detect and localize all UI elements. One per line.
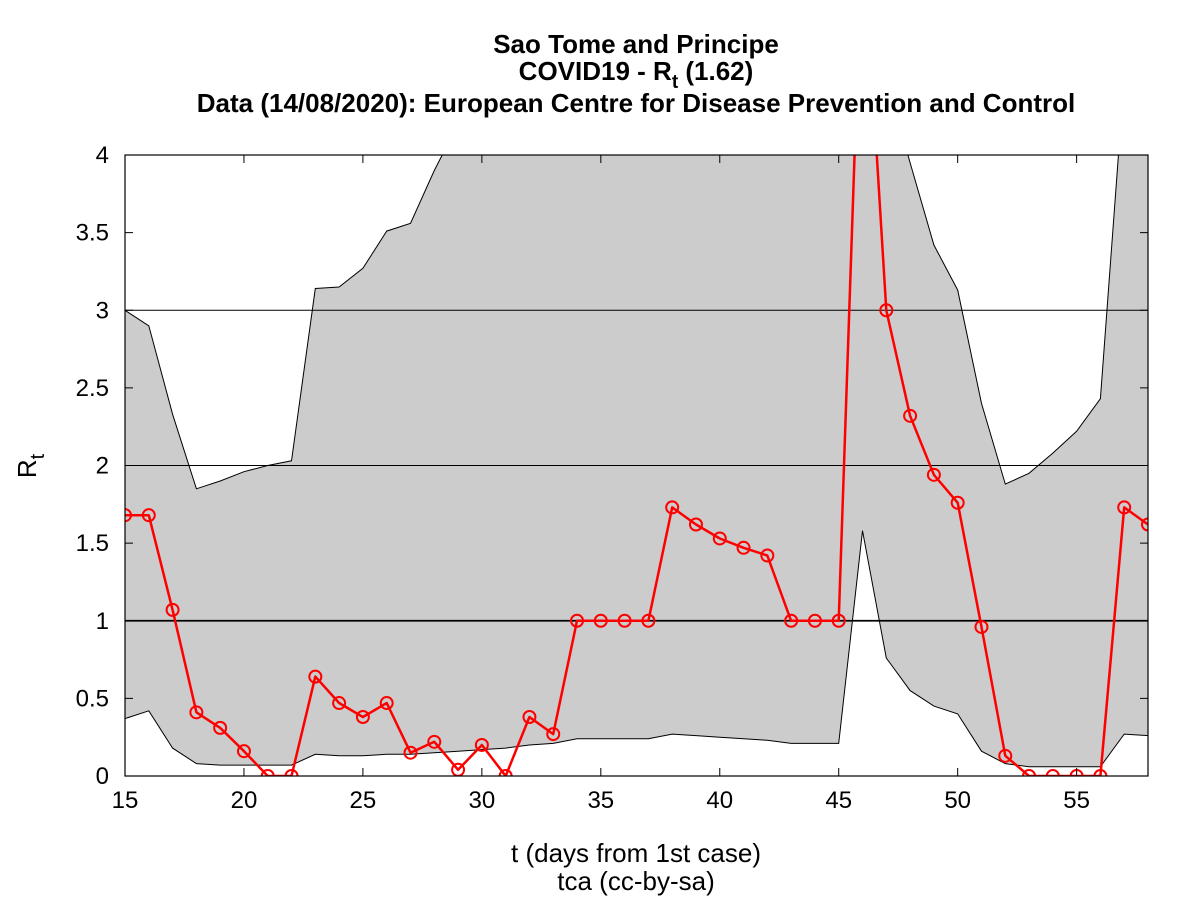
data-point — [355, 710, 370, 725]
data-point — [1093, 769, 1108, 776]
chart-title-prefix: COVID19 - R — [519, 56, 672, 86]
data-point — [784, 613, 799, 628]
data-point — [641, 613, 656, 628]
data-point — [427, 734, 442, 749]
x-tick-label: 30 — [469, 787, 496, 814]
y-tick-label: 3 — [96, 297, 109, 324]
series-layer — [125, 155, 1148, 776]
x-tick-label: 40 — [706, 787, 733, 814]
data-point — [141, 508, 156, 523]
y-tick-label: 1.5 — [76, 530, 109, 557]
data-point — [1141, 517, 1148, 532]
data-point — [1022, 769, 1037, 776]
chart-title-line3: Data (14/08/2020): European Centre for D… — [197, 88, 1075, 118]
data-point — [950, 495, 965, 510]
y-tick-label: 3.5 — [76, 220, 109, 247]
data-point — [522, 710, 537, 725]
data-point — [736, 540, 751, 555]
data-point — [593, 613, 608, 628]
data-point — [1117, 500, 1132, 515]
band-upper-edge — [125, 155, 1119, 490]
credit-label: tca (cc-by-sa) — [557, 866, 714, 896]
x-tick-label: 50 — [944, 787, 971, 814]
data-point — [998, 748, 1013, 763]
x-tick-label: 20 — [231, 787, 258, 814]
data-point — [879, 303, 894, 318]
data-point — [617, 613, 632, 628]
y-tick-label: 2.5 — [76, 375, 109, 402]
y-axis-label-main: R — [12, 459, 42, 478]
data-point — [903, 408, 918, 423]
data-point — [974, 619, 989, 634]
x-tick-label: 25 — [350, 787, 377, 814]
data-point — [546, 727, 561, 742]
y-tick-label: 4 — [96, 142, 109, 169]
y-tick-label: 1 — [96, 608, 109, 635]
confidence-band — [125, 155, 1148, 767]
x-tick-label: 15 — [112, 787, 139, 814]
data-point — [284, 769, 299, 776]
data-point — [665, 500, 680, 515]
data-point — [213, 720, 228, 735]
y-tick-label: 2 — [96, 453, 109, 480]
data-point — [332, 696, 347, 711]
y-tick-label: 0.5 — [76, 685, 109, 712]
x-axis-ticks: 15 20 25 30 35 40 45 50 55 — [112, 155, 1090, 814]
y-axis-label: Rt — [12, 453, 49, 478]
x-tick-label: 45 — [825, 787, 852, 814]
data-point — [260, 769, 275, 776]
chart-title-suffix: (1.62) — [678, 56, 753, 86]
data-point — [831, 613, 846, 628]
data-point — [403, 745, 418, 760]
data-point — [498, 769, 513, 776]
y-axis-ticks: 0 0.5 1 1.5 2 2.5 3 3.5 4 — [76, 142, 1148, 790]
chart-title-line2: COVID19 - Rt (1.62) — [519, 56, 754, 93]
data-point — [379, 696, 394, 711]
y-axis-label-subscript: t — [27, 453, 49, 459]
x-tick-label: 35 — [587, 787, 614, 814]
data-point — [165, 602, 180, 617]
series-line — [125, 155, 1148, 776]
data-point — [125, 508, 132, 523]
data-point — [807, 613, 822, 628]
data-point — [712, 531, 727, 546]
y-tick-label: 0 — [96, 763, 109, 790]
x-tick-label: 55 — [1063, 787, 1090, 814]
chart-title-subscript: t — [672, 72, 679, 93]
data-point — [1045, 769, 1060, 776]
data-point — [760, 548, 775, 563]
x-axis-label: t (days from 1st case) — [511, 838, 761, 868]
data-point — [926, 467, 941, 482]
data-point — [570, 613, 585, 628]
confidence-band-layer — [125, 155, 1148, 768]
data-point — [236, 744, 251, 759]
data-point — [688, 517, 703, 532]
chart-title-line1: Sao Tome and Principe — [493, 29, 779, 59]
data-point — [474, 737, 489, 752]
data-point — [189, 705, 204, 720]
data-point — [308, 669, 323, 684]
